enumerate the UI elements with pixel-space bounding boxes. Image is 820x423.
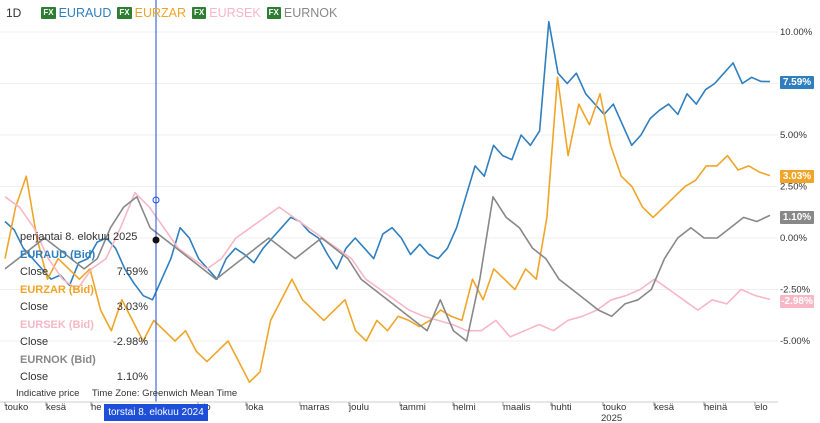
legend-item-eurnok[interactable]: FX EURNOK bbox=[266, 6, 338, 20]
timezone-note: Time Zone: Greenwich Mean Time bbox=[91, 388, 238, 399]
tooltip-series: EURSEK (Bid) bbox=[20, 318, 94, 331]
indicative-price-note: Indicative price bbox=[16, 388, 80, 399]
tooltip-label: Close bbox=[20, 336, 49, 348]
y-tick-label: 10.00% bbox=[780, 27, 813, 38]
x-tick-label: heinä bbox=[704, 402, 728, 413]
x-tick-label: marras bbox=[300, 402, 330, 413]
y-tick-label: 2.50% bbox=[780, 182, 807, 193]
tooltip-row: Close 3.03% bbox=[20, 299, 148, 317]
x-tick-label: maalis bbox=[503, 402, 531, 413]
x-tick-label: kesä bbox=[46, 402, 67, 413]
legend-label: EURNOK bbox=[283, 6, 338, 20]
tooltip-row: Close 1.10% bbox=[20, 369, 148, 387]
tooltip-label: Close bbox=[20, 266, 49, 278]
tooltip-row: Close -2.98% bbox=[20, 334, 148, 352]
legend-item-euraud[interactable]: FX EURAUD bbox=[41, 6, 111, 20]
legend-label: EURZAR bbox=[134, 6, 187, 20]
tooltip-row: Close 7.59% bbox=[20, 264, 148, 282]
y-tick-label: 0.00% bbox=[780, 233, 807, 244]
gridlines bbox=[0, 31, 778, 342]
y-tick-label: -2.50% bbox=[780, 285, 811, 296]
x-year-label: 2025 bbox=[601, 413, 622, 423]
interval-label[interactable]: 1D bbox=[6, 6, 22, 20]
x-tick-label: loka bbox=[246, 402, 264, 413]
x-tick-label: he bbox=[91, 402, 102, 413]
fx-icon: FX bbox=[117, 7, 132, 19]
series-line-eursek bbox=[4, 191, 771, 338]
x-tick-label: helmi bbox=[453, 402, 476, 413]
series-line-euraud bbox=[4, 20, 771, 301]
tooltip-label: Close bbox=[20, 371, 49, 383]
legend-label: EURAUD bbox=[58, 6, 112, 20]
price-tag-eursek: -2.98% bbox=[780, 295, 814, 308]
x-tick-label: tammi bbox=[400, 402, 426, 413]
tooltip-value: -2.98% bbox=[113, 336, 148, 348]
price-tag-eurnok: 1.10% bbox=[780, 211, 814, 224]
crosshair-marker bbox=[152, 236, 160, 244]
y-tick-label: 5.00% bbox=[780, 130, 807, 141]
fx-icon: FX bbox=[266, 7, 281, 19]
x-tick-label: elo bbox=[755, 402, 768, 413]
tooltip: perjantai 8. elokuu 2025 EURAUD (Bid) Cl… bbox=[20, 229, 148, 387]
tooltip-series: EURNOK (Bid) bbox=[20, 353, 96, 366]
fx-icon: FX bbox=[41, 7, 56, 19]
legend: 1D FX EURAUD FX EURZAR FX EURSEK FX EURN… bbox=[6, 4, 337, 22]
tooltip-label: Close bbox=[20, 301, 49, 313]
tooltip-value: 7.59% bbox=[116, 266, 148, 278]
fx-icon: FX bbox=[192, 7, 207, 19]
tooltip-series: EURZAR (Bid) bbox=[20, 283, 94, 296]
event-marker[interactable] bbox=[152, 196, 160, 204]
tooltip-value: 3.03% bbox=[116, 301, 148, 313]
x-tick-label: huhti bbox=[551, 402, 572, 413]
legend-label: EURSEK bbox=[209, 6, 261, 20]
price-tag-euraud: 7.59% bbox=[780, 76, 814, 89]
x-tick-label: kesä bbox=[654, 402, 675, 413]
tooltip-date: perjantai 8. elokuu 2025 bbox=[20, 231, 138, 243]
x-tick-label: touko bbox=[5, 402, 28, 413]
price-tag-eurzar: 3.03% bbox=[780, 170, 814, 183]
series-line-eurzar bbox=[4, 76, 771, 384]
legend-item-eurzar[interactable]: FX EURZAR bbox=[117, 6, 186, 20]
tooltip-series: EURAUD (Bid) bbox=[20, 248, 96, 261]
tooltip-value: 1.10% bbox=[116, 371, 148, 383]
series-lines bbox=[4, 20, 771, 384]
crosshair-date-label: torstai 8. elokuu 2024 bbox=[104, 404, 208, 421]
footer-note: Indicative price Time Zone: Greenwich Me… bbox=[16, 388, 247, 399]
legend-item-eursek[interactable]: FX EURSEK bbox=[192, 6, 261, 20]
series-line-eurnok bbox=[4, 196, 771, 342]
y-tick-label: -5.00% bbox=[780, 336, 811, 347]
x-tick-label: joulu bbox=[348, 402, 369, 413]
x-tick-label: touko bbox=[603, 402, 626, 413]
